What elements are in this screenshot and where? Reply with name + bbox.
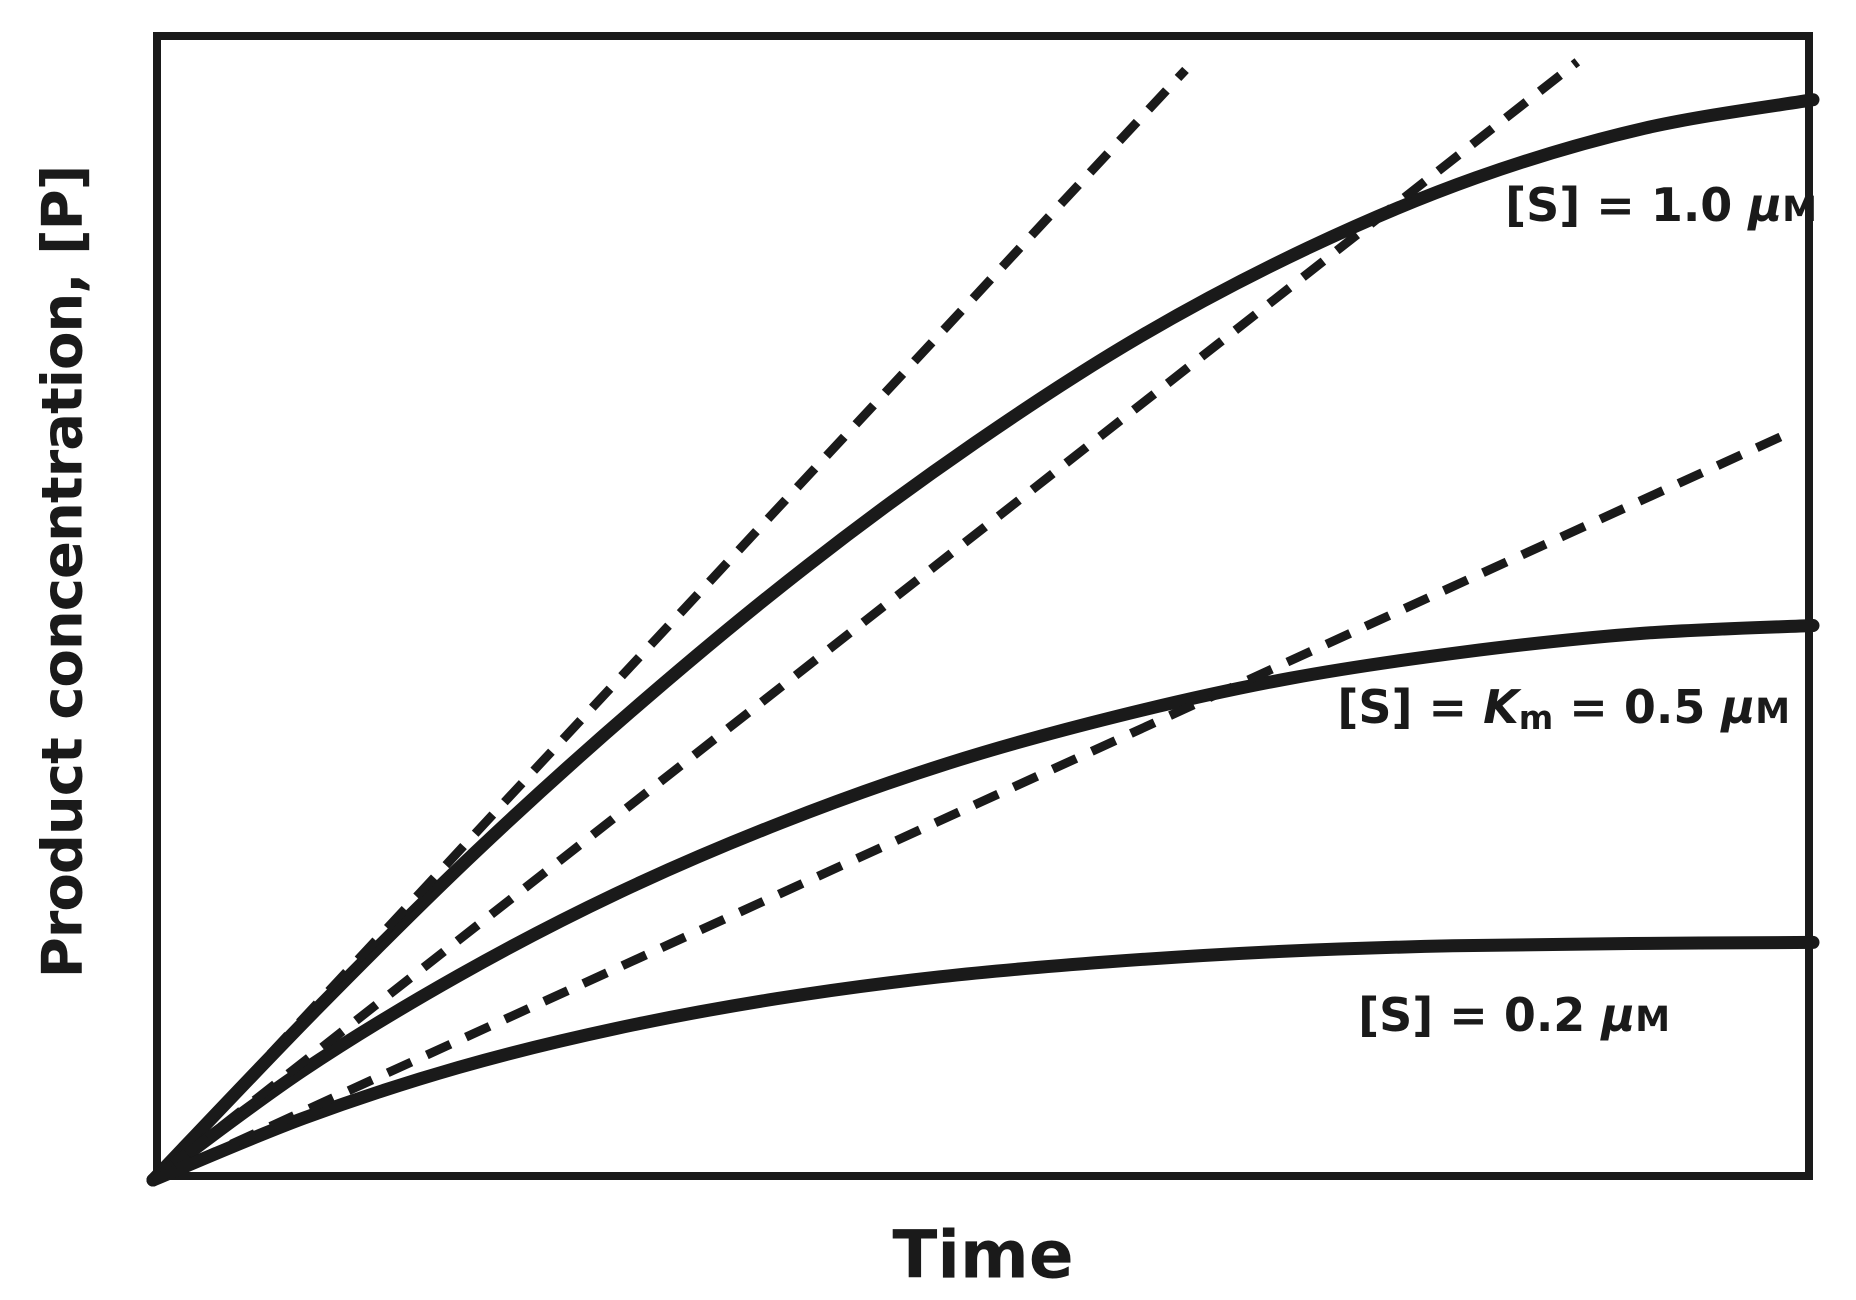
x-axis-label: Time bbox=[892, 1216, 1074, 1294]
label-segment: M bbox=[1782, 190, 1817, 230]
label-segment: μ bbox=[1721, 680, 1756, 734]
label-segment: μ bbox=[1748, 178, 1783, 232]
label-segment: K bbox=[1483, 680, 1519, 734]
label-segment: M bbox=[1755, 692, 1790, 732]
curve-s-0-2 bbox=[146, 935, 1820, 1187]
label-segment: [S] = bbox=[1337, 680, 1484, 734]
label-segment: = 0.5 bbox=[1553, 680, 1722, 734]
label-segment: M bbox=[1635, 1000, 1670, 1040]
curve-s-1-0 bbox=[146, 93, 1820, 1187]
tangent-s-0-5 bbox=[150, 58, 1581, 1184]
curve-label-s-0-2: [S] = 0.2 μM bbox=[1358, 988, 1670, 1047]
series-layer bbox=[146, 58, 1820, 1187]
tangent-s-0-2 bbox=[151, 426, 1797, 1185]
tangent-s-1-0 bbox=[149, 66, 1189, 1184]
curve-label-s-0-5: [S] = Km = 0.5 μM bbox=[1337, 680, 1790, 739]
label-segment: m bbox=[1518, 697, 1554, 737]
y-axis-label: Product concentration, [P] bbox=[30, 165, 96, 979]
label-segment: μ bbox=[1601, 988, 1636, 1042]
label-segment: [S] = 0.2 bbox=[1358, 988, 1602, 1042]
plot-frame bbox=[153, 32, 1813, 1180]
curve-label-s-1-0: [S] = 1.0 μM bbox=[1505, 178, 1817, 237]
label-segment: [S] = 1.0 bbox=[1505, 178, 1749, 232]
curve-s-0-5 bbox=[146, 619, 1820, 1187]
